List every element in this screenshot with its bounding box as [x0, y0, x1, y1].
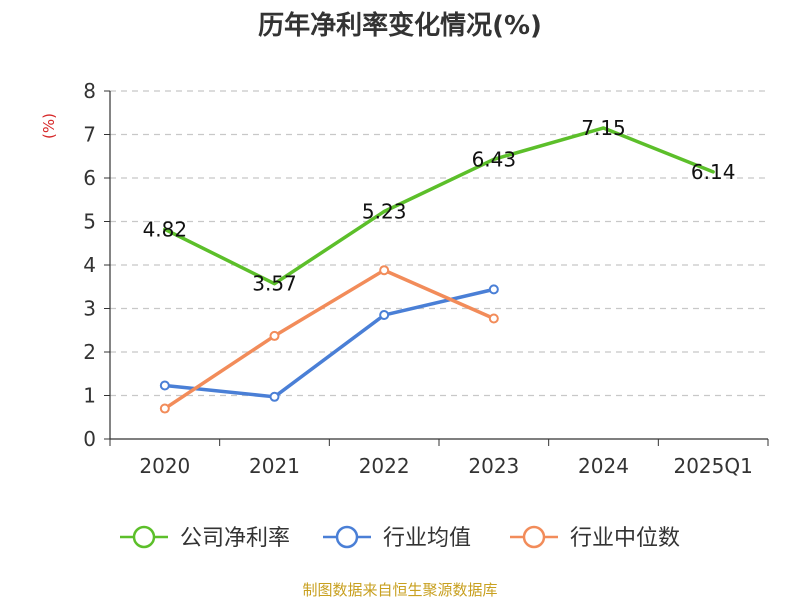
data-label-0-2023: 6.43 [472, 147, 517, 171]
point-2-2021 [269, 330, 280, 341]
series-line-0 [163, 126, 715, 286]
x-tick-label-2020: 2020 [139, 454, 190, 478]
chart-title: 历年净利率变化情况(%) [258, 10, 542, 41]
data-label-0-2022: 5.23 [362, 199, 407, 223]
legend: 公司净利率 行业均值 行业中位数 [120, 525, 680, 551]
y-tick-label-3: 3 [83, 297, 96, 321]
legend-label-1: 行业均值 [383, 526, 471, 551]
legend-label-2: 行业中位数 [570, 526, 680, 551]
point-1-2021 [269, 391, 280, 402]
x-tick-labels: 2020 2021 2022 2023 2024 2025Q1 [139, 454, 752, 478]
y-tick-label-4: 4 [83, 253, 96, 277]
y-tick-label-5: 5 [83, 210, 96, 234]
x-tick-label-2022: 2022 [359, 454, 410, 478]
point-1-2022 [379, 310, 390, 321]
point-1-2020 [159, 380, 170, 391]
y-tick-labels: 0 1 2 3 4 5 6 7 8 [83, 79, 96, 451]
series-group [159, 126, 715, 414]
data-label-0-2021: 3.57 [252, 272, 297, 296]
y-tick-label-7: 7 [83, 123, 96, 147]
x-tick-label-2025Q1: 2025Q1 [673, 454, 752, 478]
legend-label-0: 公司净利率 [180, 526, 290, 551]
x-tick-label-2021: 2021 [249, 454, 300, 478]
point-2-2020 [159, 403, 170, 414]
legend-marker-1 [335, 525, 359, 549]
y-tick-label-8: 8 [83, 79, 96, 103]
x-tick-label-2023: 2023 [468, 454, 519, 478]
legend-marker-0 [132, 525, 156, 549]
point-2-2022 [379, 265, 390, 276]
point-2-2023 [488, 313, 499, 324]
point-1-2023 [488, 284, 499, 295]
y-tick-label-1: 1 [83, 384, 96, 408]
y-tick-label-6: 6 [83, 166, 96, 190]
x-tick-label-2024: 2024 [578, 454, 629, 478]
series-line-1 [163, 287, 496, 399]
data-labels: 4.82 3.57 5.23 6.43 7.15 6.14 [143, 116, 736, 296]
y-tick-label-0: 0 [83, 427, 96, 451]
y-tick-label-2: 2 [83, 340, 96, 364]
y-axis-label: (%) [40, 113, 58, 139]
data-label-0-2024: 7.15 [581, 116, 626, 140]
source-note: 制图数据来自恒生聚源数据库 [302, 581, 497, 599]
series-line-2 [163, 268, 496, 411]
legend-marker-2 [522, 525, 546, 549]
axes [104, 90, 769, 446]
data-label-0-2020: 4.82 [143, 217, 188, 241]
grid-lines [110, 90, 768, 397]
data-label-0-2025Q1: 6.14 [691, 160, 736, 184]
